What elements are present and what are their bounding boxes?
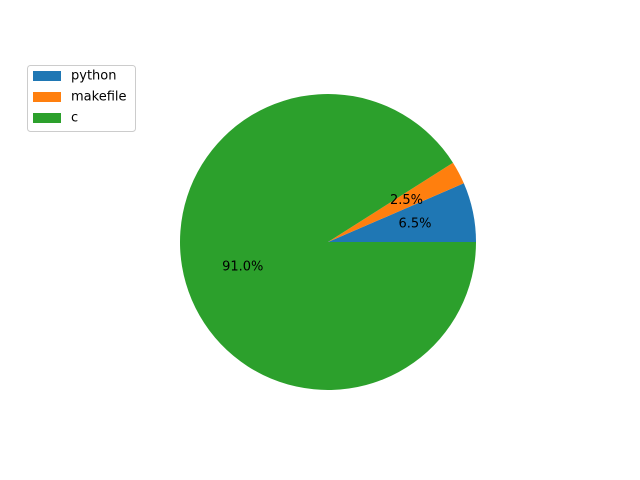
pie-slice-python [328,183,476,242]
legend-label-c: c [71,111,78,126]
legend-swatch-makefile [33,92,61,102]
legend-label-python: python [71,69,116,84]
legend-swatch-python [33,71,61,81]
percent-label-c: 91.0% [222,259,263,274]
percent-label-makefile: 2.5% [390,193,423,208]
legend: python makefile c [27,65,136,132]
percent-labels: 6.5% 2.5% 91.0% [222,193,431,274]
pie-slices [180,93,477,391]
legend-label-makefile: makefile [71,90,127,105]
pie-slice-c [180,93,477,391]
legend-swatch-c [33,113,61,123]
percent-label-python: 6.5% [398,216,431,231]
pie-slice-makefile [328,162,464,242]
